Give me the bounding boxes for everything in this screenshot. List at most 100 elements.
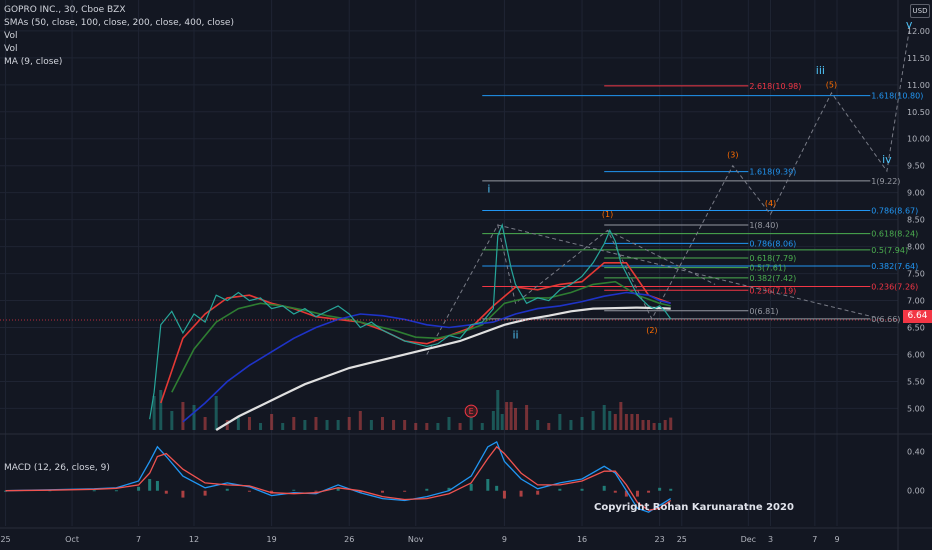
fib-level-label: 0.786(8.06) [749,239,796,248]
volume-bar [613,414,617,430]
fib-level-label: 2.618(10.98) [749,82,801,91]
macd-histogram-bar [502,490,506,499]
macd-histogram-bar [519,490,523,497]
macd-histogram-bar [624,490,628,497]
volume-bar [602,405,606,430]
macd-histogram-bar [486,479,490,491]
macd-histogram-bar [155,480,159,491]
currency-button[interactable]: USD [910,4,930,18]
volume-bar [500,414,504,430]
ma-legend[interactable]: MA (9, close) [4,57,63,67]
sma-line-1 [160,262,671,404]
wave-label: v [906,18,913,31]
macd-histogram-bar [495,485,499,491]
fib-level-label: 0.236(7.26) [871,283,918,292]
volume-bar [458,423,462,430]
macd-histogram-bar [148,479,152,491]
fib-level-label: 0.5(7.94) [871,246,908,255]
fib-level-label: 0.382(7.64) [871,262,918,271]
sma-legend[interactable]: SMAs (50, close, 100, close, 200, close,… [4,18,234,28]
wave-label: (4) [765,199,776,208]
price-line [149,222,672,420]
fib-level-label: 0.236(7.19) [749,286,796,295]
macd-histogram-bar [558,488,562,491]
sma-line-3 [182,291,671,423]
volume-bar [281,423,285,430]
price-tick-label: 5.00 [907,404,925,413]
price-tick-label: 10.00 [907,135,930,144]
volume-bar [270,414,274,430]
volume-bar [336,420,340,430]
volume-bar [347,417,351,430]
price-tick-label: 7.00 [907,297,925,306]
volume-bar [247,417,251,430]
volume-bar [414,423,418,430]
volume-bar [505,402,509,430]
vol-legend[interactable]: Vol [4,31,18,41]
macd-histogram-bar [137,486,141,491]
fib-level-label: 0(6.81) [749,307,778,316]
volume-bar [447,417,451,430]
macd-histogram-bar [225,488,229,491]
volume-bar [509,402,513,430]
wave-label: (1) [602,210,613,219]
volume-bar [469,411,473,430]
macd-histogram-bar [658,487,662,491]
volume-bar [491,411,495,430]
price-tick-label: 11.50 [907,54,930,63]
sma-line-2 [171,280,671,393]
earnings-marker [464,404,478,418]
time-tick-label: 16 [577,535,587,544]
macd-pane [4,440,673,513]
fib-level-label: 1.618(9.39) [749,168,796,177]
time-tick-label: 23 [655,535,665,544]
time-tick-label: 19 [267,535,277,544]
wave-label: ii [512,328,518,341]
macd-histogram-bar [647,490,651,493]
volume-bar [314,417,318,430]
volume-bar [152,396,156,430]
fib-level-label: 0.618(7.79) [749,254,796,263]
volume-bar [624,414,628,430]
trend-line [607,229,716,285]
price-tick-label: 8.00 [907,243,925,252]
time-tick-label: 7 [136,535,141,544]
time-tick-label: Dec [741,535,756,544]
volume-bar [514,408,518,430]
macd-histogram-bar [92,490,96,492]
signal-line [5,445,672,511]
time-tick-label: 9 [834,535,839,544]
macd-legend[interactable]: MACD (12, 26, close, 9) [4,463,110,473]
fibonacci-levels: 2.618(10.98) 1.618(10.80) 1.618(9.39) 1(9.2… [482,82,923,324]
earnings-label: E [469,407,474,416]
volume-bar [558,414,562,430]
volume-bar [591,411,595,430]
price-tick-label: 12.00 [907,27,930,36]
volume-bar [496,390,500,430]
volume-bar [652,423,656,430]
price-tick-label: 8.50 [907,216,925,225]
time-tick-label: 9 [502,535,507,544]
vol-legend-2[interactable]: Vol [4,44,18,54]
macd-histogram-bar [247,490,251,492]
macd-histogram-bar [469,483,473,491]
volume-bar [580,417,584,430]
volume-bar [619,402,623,430]
macd-histogram-bar [336,487,340,491]
macd-histogram-bar [358,490,362,493]
time-tick-label: Oct [65,535,79,544]
symbol-title[interactable]: GOPRO INC., 30, Cboe BZX [4,5,126,15]
macd-tick-label: 0.00 [907,487,925,496]
price-tick-label: 5.50 [907,377,925,386]
macd-histogram-bar [203,490,207,496]
indicator-legend: GOPRO INC., 30, Cboe BZX SMAs (50, close… [4,4,234,69]
volume-bar [569,420,573,430]
macd-histogram-bar [181,490,185,498]
macd-histogram-bar [580,488,584,491]
fib-level-label: 0.618(8.24) [871,230,918,239]
macd-histogram-bar [380,490,384,493]
fib-level-label: 0(6.66) [871,315,900,324]
